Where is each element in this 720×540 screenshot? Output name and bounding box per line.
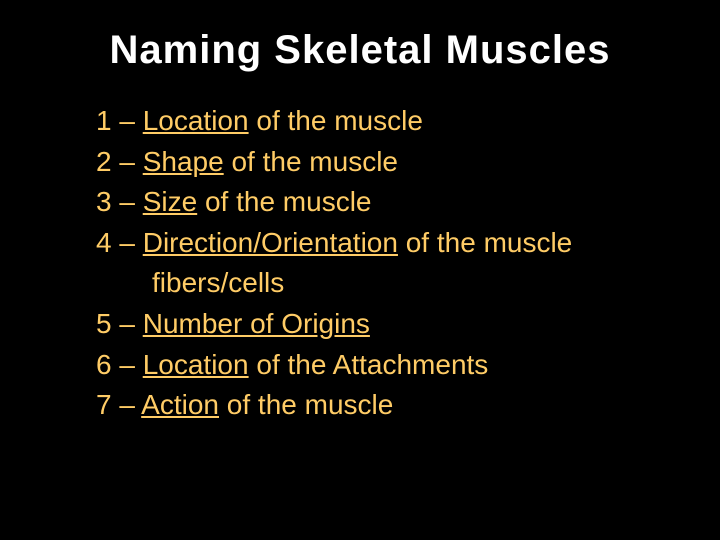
list-item: 6 – Location of the Attachments — [96, 345, 660, 386]
slide-body: 1 – Location of the muscle 2 – Shape of … — [60, 101, 660, 426]
slide-title: Naming Skeletal Muscles — [60, 28, 660, 73]
item-rest: of the Attachments — [249, 349, 489, 380]
list-item: 3 – Size of the muscle — [96, 182, 660, 223]
item-continuation-text: fibers/cells — [152, 267, 284, 298]
item-rest: of the muscle — [197, 186, 371, 217]
dash: – — [112, 227, 143, 258]
item-rest: of the muscle — [398, 227, 572, 258]
list-item-continuation: fibers/cells — [96, 263, 660, 304]
item-number: 6 — [96, 349, 112, 380]
item-keyword: Location — [143, 349, 249, 380]
item-number: 2 — [96, 146, 112, 177]
item-number: 1 — [96, 105, 112, 136]
item-keyword: Shape — [143, 146, 224, 177]
dash: – — [112, 308, 143, 339]
item-number: 5 — [96, 308, 112, 339]
list-item: 4 – Direction/Orientation of the muscle — [96, 223, 660, 264]
dash: – — [112, 389, 142, 420]
slide: Naming Skeletal Muscles 1 – Location of … — [0, 0, 720, 540]
dash: – — [112, 146, 143, 177]
item-keyword: Number of Origins — [143, 308, 370, 339]
item-number: 3 — [96, 186, 112, 217]
item-keyword: Action — [141, 389, 219, 420]
list-item: 7 – Action of the muscle — [96, 385, 660, 426]
dash: – — [112, 349, 143, 380]
dash: – — [112, 186, 143, 217]
item-keyword: Size — [143, 186, 197, 217]
list-item: 5 – Number of Origins — [96, 304, 660, 345]
item-rest: of the muscle — [219, 389, 393, 420]
list-item: 1 – Location of the muscle — [96, 101, 660, 142]
item-number: 7 — [96, 389, 112, 420]
item-rest: of the muscle — [249, 105, 423, 136]
item-rest: of the muscle — [224, 146, 398, 177]
list-item: 2 – Shape of the muscle — [96, 142, 660, 183]
dash: – — [112, 105, 143, 136]
item-number: 4 — [96, 227, 112, 258]
item-keyword: Location — [143, 105, 249, 136]
item-keyword: Direction/Orientation — [143, 227, 398, 258]
